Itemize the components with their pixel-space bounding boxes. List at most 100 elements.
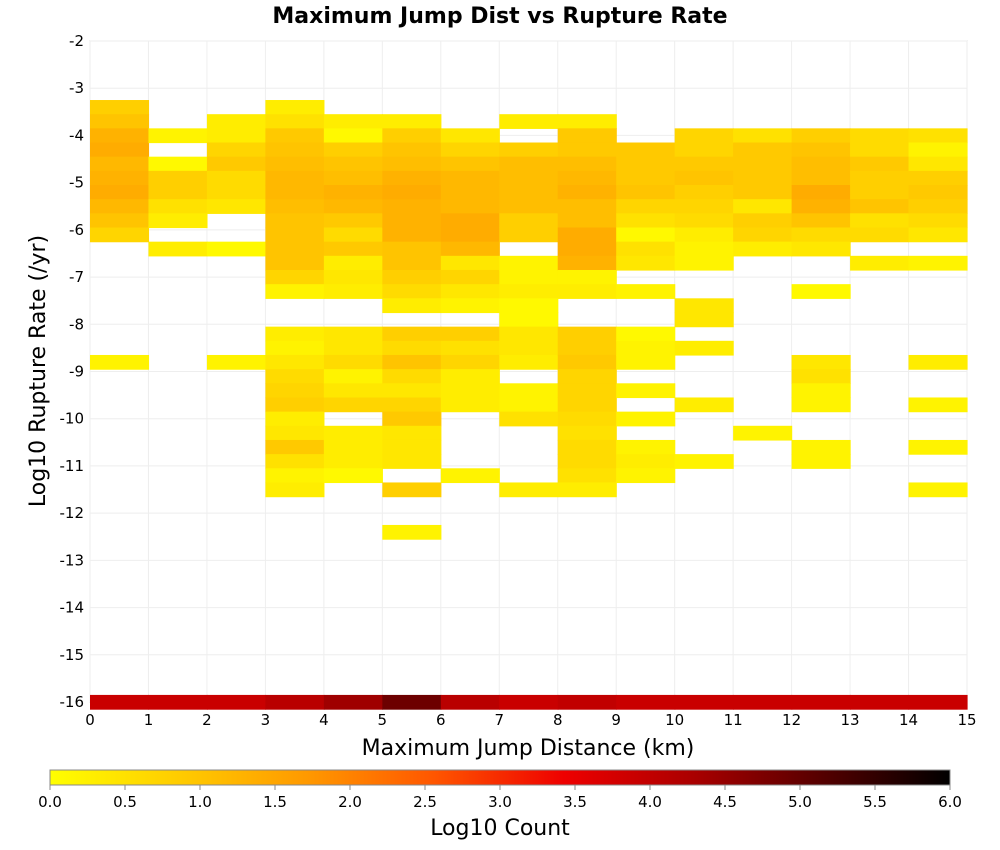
heatmap-cell: [323, 326, 383, 342]
heatmap-cell: [206, 128, 266, 144]
heatmap-cell: [557, 694, 617, 710]
heatmap-cell: [557, 241, 617, 257]
heatmap-cell: [440, 156, 500, 172]
heatmap-cell: [265, 454, 325, 469]
heatmap-cell: [440, 185, 500, 200]
colorbar-tick-label: 3.0: [488, 793, 512, 811]
colorbar-tick-label: 0.0: [38, 793, 62, 811]
heatmap-cell: [850, 128, 910, 144]
heatmap-cell: [850, 213, 910, 229]
heatmap-cell: [382, 199, 442, 214]
heatmap-cell: [323, 694, 383, 710]
heatmap-cell: [382, 383, 442, 399]
heatmap-cell: [557, 468, 617, 484]
x-tick-label: 8: [553, 711, 563, 729]
heatmap-cell: [791, 170, 851, 186]
x-tick-label: 11: [724, 711, 743, 729]
heatmap-cells: [90, 100, 968, 710]
heatmap-cell: [850, 142, 910, 158]
heatmap-cell: [791, 227, 851, 243]
heatmap-cell: [382, 241, 442, 257]
x-tick-label: 14: [899, 711, 918, 729]
heatmap-cell: [499, 482, 559, 498]
heatmap-cell: [323, 156, 383, 172]
heatmap-cell: [382, 269, 442, 285]
heatmap-cell: [323, 213, 383, 229]
heatmap-cell: [440, 227, 500, 243]
chart-title: Maximum Jump Dist vs Rupture Rate: [272, 4, 727, 29]
heatmap-cell: [674, 241, 734, 257]
heatmap-cell: [382, 185, 442, 200]
heatmap-cell: [557, 482, 617, 498]
x-tick-label: 10: [665, 711, 684, 729]
colorbar-tick-label: 0.5: [113, 793, 137, 811]
y-tick-label: -14: [60, 599, 85, 617]
heatmap-cell: [440, 468, 500, 484]
heatmap-cell: [148, 694, 208, 710]
heatmap-cell: [90, 114, 150, 129]
heatmap-cell: [791, 213, 851, 229]
x-tick-label: 2: [202, 711, 212, 729]
heatmap-cell: [674, 213, 734, 229]
heatmap-cell: [440, 397, 500, 413]
heatmap-cell: [791, 354, 851, 370]
heatmap-cell: [323, 468, 383, 484]
heatmap-cell: [382, 170, 442, 186]
heatmap-cell: [850, 185, 910, 200]
heatmap-cell: [90, 156, 150, 172]
heatmap-cell: [791, 694, 851, 710]
x-tick-label: 6: [436, 711, 446, 729]
heatmap-cell: [733, 425, 793, 441]
heatmap-cell: [674, 156, 734, 172]
heatmap-cell: [323, 425, 383, 441]
heatmap-cell: [733, 128, 793, 144]
heatmap-cell: [499, 170, 559, 186]
heatmap-cell: [440, 142, 500, 158]
heatmap-cell: [791, 142, 851, 158]
heatmap-cell: [908, 185, 968, 200]
heatmap-cell: [557, 326, 617, 342]
heatmap-cell: [733, 185, 793, 200]
heatmap-cell: [674, 199, 734, 214]
heatmap-cell: [382, 227, 442, 243]
heatmap-cell: [499, 694, 559, 710]
heatmap-cell: [557, 199, 617, 214]
heatmap-cell: [440, 340, 500, 356]
heatmap-cell: [382, 298, 442, 314]
heatmap-cell: [90, 354, 150, 370]
heatmap-cell: [616, 411, 676, 427]
heatmap-cell: [323, 369, 383, 384]
heatmap-cell: [265, 213, 325, 229]
heatmap-cell: [323, 185, 383, 200]
heatmap-cell: [382, 411, 442, 427]
heatmap-cell: [908, 694, 968, 710]
heatmap-cell: [323, 128, 383, 144]
heatmap-cell: [440, 255, 500, 271]
heatmap-cell: [90, 694, 150, 710]
heatmap-cell: [850, 227, 910, 243]
x-tick-label: 15: [957, 711, 976, 729]
heatmap-cell: [382, 397, 442, 413]
heatmap-cell: [674, 227, 734, 243]
heatmap-cell: [148, 128, 208, 144]
x-tick-label: 4: [319, 711, 329, 729]
y-tick-label: -3: [69, 79, 84, 97]
heatmap-cell: [440, 128, 500, 144]
heatmap-cell: [265, 326, 325, 342]
heatmap-cell: [148, 199, 208, 214]
heatmap-cell: [791, 199, 851, 214]
heatmap-cell: [265, 397, 325, 413]
heatmap-cell: [850, 170, 910, 186]
heatmap-cell: [206, 170, 266, 186]
heatmap-cell: [674, 340, 734, 356]
heatmap-cell: [557, 269, 617, 285]
heatmap-cell: [90, 128, 150, 144]
heatmap-cell: [557, 185, 617, 200]
heatmap-cell: [323, 454, 383, 469]
x-axis-ticks: 0 1 2 3 4 5 6 7 8 9 10 11 12 13 14 15: [85, 711, 976, 729]
heatmap-cell: [557, 411, 617, 427]
y-tick-label: -6: [69, 221, 84, 239]
heatmap-cell: [850, 255, 910, 271]
heatmap-cell: [557, 425, 617, 441]
